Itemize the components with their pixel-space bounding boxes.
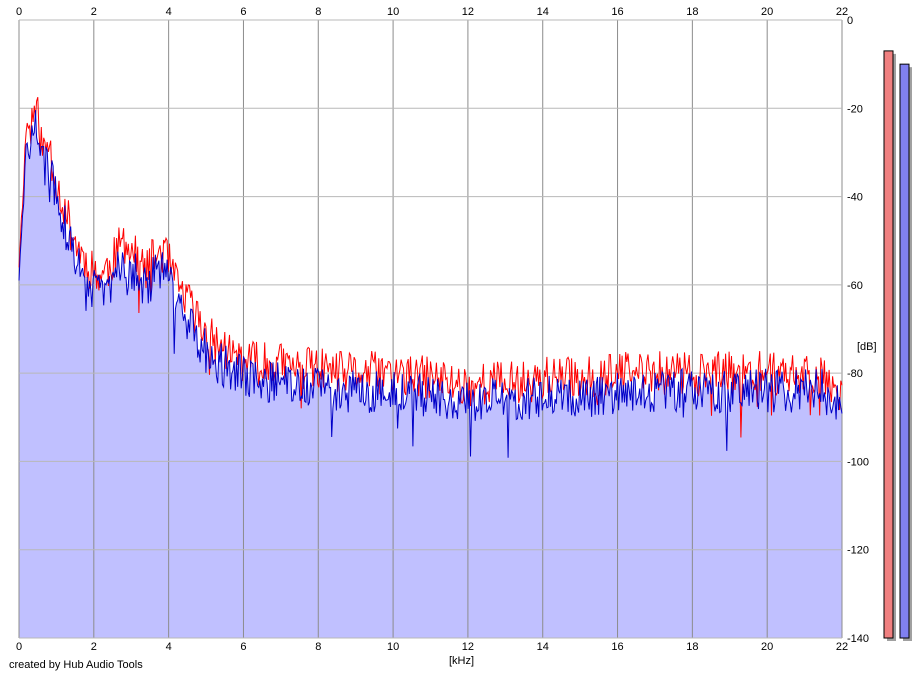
x-tick-label-bottom: 14 (537, 641, 549, 653)
x-tick-label-top: 0 (16, 6, 22, 18)
x-tick-label-bottom: 20 (761, 641, 773, 653)
x-tick-label-bottom: 0 (16, 641, 22, 653)
x-tick-label-top: 18 (686, 6, 698, 18)
x-tick-label-top: 22 (836, 6, 848, 18)
x-tick-label-bottom: 18 (686, 641, 698, 653)
series-line-right (18, 110, 843, 458)
level-meter-left (883, 50, 894, 639)
grid (18, 19, 843, 639)
x-tick-label-bottom: 12 (462, 641, 474, 653)
x-tick-label-bottom: 4 (166, 641, 172, 653)
level-meters (883, 50, 912, 641)
x-axis-label: [kHz] (449, 655, 474, 667)
x-tick-label-top: 4 (166, 6, 172, 18)
x-tick-label-top: 20 (761, 6, 773, 18)
spectrum-fill-area (19, 110, 842, 639)
series-lines (18, 97, 843, 458)
x-tick-label-top: 8 (315, 6, 321, 18)
y-tick-label: -100 (847, 456, 869, 468)
x-tick-label-bottom: 22 (836, 641, 848, 653)
y-axis-label: [dB] (857, 341, 877, 353)
x-tick-label-top: 16 (611, 6, 623, 18)
y-tick-label: -80 (847, 368, 863, 380)
tick-labels: 002244668810101212141416161818202022220-… (16, 6, 869, 653)
credit-text: created by Hub Audio Tools (9, 659, 143, 671)
y-tick-label: -140 (847, 633, 869, 645)
x-tick-label-bottom: 10 (387, 641, 399, 653)
y-tick-label: -120 (847, 545, 869, 557)
x-tick-label-top: 12 (462, 6, 474, 18)
y-tick-label: 0 (847, 15, 853, 27)
x-tick-label-top: 6 (240, 6, 246, 18)
level-meter-right (899, 63, 910, 639)
y-tick-label: -20 (847, 103, 863, 115)
spectrum-fill (19, 110, 842, 639)
x-tick-label-top: 14 (537, 6, 549, 18)
x-tick-label-bottom: 16 (611, 641, 623, 653)
y-tick-label: -60 (847, 280, 863, 292)
x-tick-label-bottom: 6 (240, 641, 246, 653)
y-tick-label: -40 (847, 192, 863, 204)
x-tick-label-top: 10 (387, 6, 399, 18)
x-tick-label-bottom: 2 (91, 641, 97, 653)
x-tick-label-bottom: 8 (315, 641, 321, 653)
x-tick-label-top: 2 (91, 6, 97, 18)
